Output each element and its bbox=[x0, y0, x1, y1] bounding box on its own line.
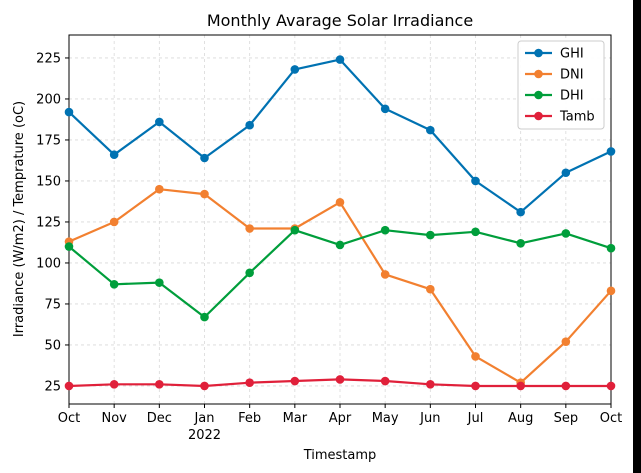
data-point-tamb bbox=[516, 381, 525, 391]
x-tick-label: Dec bbox=[147, 411, 172, 426]
data-point-dhi bbox=[290, 225, 300, 235]
data-point-dhi bbox=[606, 243, 616, 253]
data-point-dhi bbox=[426, 230, 435, 240]
x-tick-label: Aug bbox=[508, 411, 533, 426]
x-axis-label: Timestamp bbox=[303, 448, 377, 463]
legend-item-dhi: DHI bbox=[525, 89, 584, 104]
data-point-tamb bbox=[109, 380, 119, 389]
data-point-tamb bbox=[155, 380, 164, 389]
x-tick-label: Apr bbox=[329, 411, 352, 426]
data-point-tamb bbox=[561, 381, 571, 391]
data-point-tamb bbox=[606, 381, 616, 391]
data-point-dhi bbox=[561, 229, 571, 238]
data-point-dhi bbox=[471, 227, 480, 237]
x-tick-label: Oct bbox=[600, 411, 622, 426]
data-point-tamb bbox=[64, 381, 74, 391]
legend-marker bbox=[534, 69, 543, 79]
data-point-dni bbox=[245, 224, 254, 233]
legend-item-tamb: Tamb bbox=[525, 110, 595, 125]
data-point-tamb bbox=[290, 376, 300, 386]
data-point-dni bbox=[426, 284, 435, 294]
y-tick-label: 100 bbox=[36, 256, 61, 271]
legend-marker bbox=[534, 90, 543, 100]
data-point-tamb bbox=[335, 375, 345, 384]
series-lines bbox=[64, 55, 616, 391]
data-point-ghi bbox=[335, 55, 345, 64]
legend-marker bbox=[534, 111, 543, 121]
chart-title: Monthly Avarage Solar Irradiance bbox=[207, 11, 473, 30]
data-point-dni bbox=[155, 184, 164, 194]
data-point-ghi bbox=[245, 120, 254, 130]
data-point-dni bbox=[200, 189, 209, 199]
data-point-ghi bbox=[64, 107, 74, 117]
data-point-dhi bbox=[109, 279, 119, 289]
data-point-dhi bbox=[516, 238, 525, 248]
data-point-ghi bbox=[606, 147, 616, 156]
data-point-dhi bbox=[155, 278, 164, 287]
data-point-dni bbox=[606, 286, 616, 296]
data-point-ghi bbox=[471, 176, 480, 186]
series-tamb bbox=[64, 375, 616, 391]
data-point-tamb bbox=[426, 380, 435, 389]
data-point-dhi bbox=[200, 312, 209, 322]
legend-item-dni: DNI bbox=[525, 68, 584, 83]
y-tick-label: 225 bbox=[36, 51, 61, 66]
x-tick-label: Nov bbox=[101, 411, 127, 426]
legend-label: DHI bbox=[560, 89, 584, 104]
y-tick-label: 25 bbox=[44, 379, 61, 394]
data-point-dni bbox=[561, 337, 571, 346]
data-point-ghi bbox=[109, 150, 119, 160]
data-point-dhi bbox=[245, 268, 254, 278]
x-tick-year-label: 2022 bbox=[188, 428, 221, 443]
data-point-dni bbox=[335, 197, 345, 207]
data-point-tamb bbox=[245, 378, 254, 387]
data-point-dni bbox=[380, 270, 390, 279]
x-tick-label: Jun bbox=[419, 411, 440, 426]
x-tick-label: Mar bbox=[283, 411, 308, 426]
axes: 25 50 75 100 125 150 175 200 225 Oct Nov Dec Jan Feb M… bbox=[36, 34, 622, 443]
y-tick-label: 175 bbox=[36, 133, 61, 148]
series-ghi bbox=[64, 55, 616, 217]
data-point-ghi bbox=[155, 117, 164, 127]
x-tick-label: Jul bbox=[467, 411, 484, 426]
legend: GHI DNI DHI Tamb bbox=[517, 40, 605, 130]
legend-box bbox=[517, 40, 605, 130]
data-point-ghi bbox=[426, 125, 435, 135]
series-dhi bbox=[64, 225, 616, 322]
y-tick-label: 150 bbox=[36, 174, 61, 189]
y-tick-label: 75 bbox=[44, 297, 61, 312]
x-tick-label: May bbox=[372, 411, 399, 426]
data-point-tamb bbox=[200, 381, 209, 391]
x-tick-label: Sep bbox=[554, 411, 579, 426]
data-point-ghi bbox=[516, 207, 525, 217]
data-point-ghi bbox=[200, 153, 209, 163]
x-tick-label: Feb bbox=[238, 411, 261, 426]
data-point-dni bbox=[471, 352, 480, 361]
x-tick-label: Oct bbox=[58, 411, 80, 426]
data-point-dhi bbox=[335, 240, 345, 250]
plot-frame bbox=[68, 34, 612, 405]
data-point-dhi bbox=[380, 225, 390, 235]
x-tick-label: Jan bbox=[193, 411, 214, 426]
data-point-ghi bbox=[380, 104, 390, 114]
y-tick-label: 50 bbox=[44, 338, 61, 353]
data-point-tamb bbox=[380, 376, 390, 386]
y-tick-label: 125 bbox=[36, 215, 61, 230]
data-point-dhi bbox=[64, 242, 74, 251]
data-point-tamb bbox=[471, 381, 480, 391]
data-point-ghi bbox=[561, 168, 571, 178]
y-axis-label: Irradiance (W/m2) / Temprature (oC) bbox=[12, 101, 27, 337]
data-point-dni bbox=[109, 217, 119, 227]
legend-marker bbox=[534, 48, 543, 58]
y-tick-label: 200 bbox=[36, 92, 61, 107]
legend-item-ghi: GHI bbox=[525, 47, 584, 62]
legend-label: DNI bbox=[560, 68, 584, 83]
legend-label: Tamb bbox=[559, 110, 595, 125]
data-point-ghi bbox=[290, 65, 300, 74]
legend-label: GHI bbox=[560, 47, 584, 62]
